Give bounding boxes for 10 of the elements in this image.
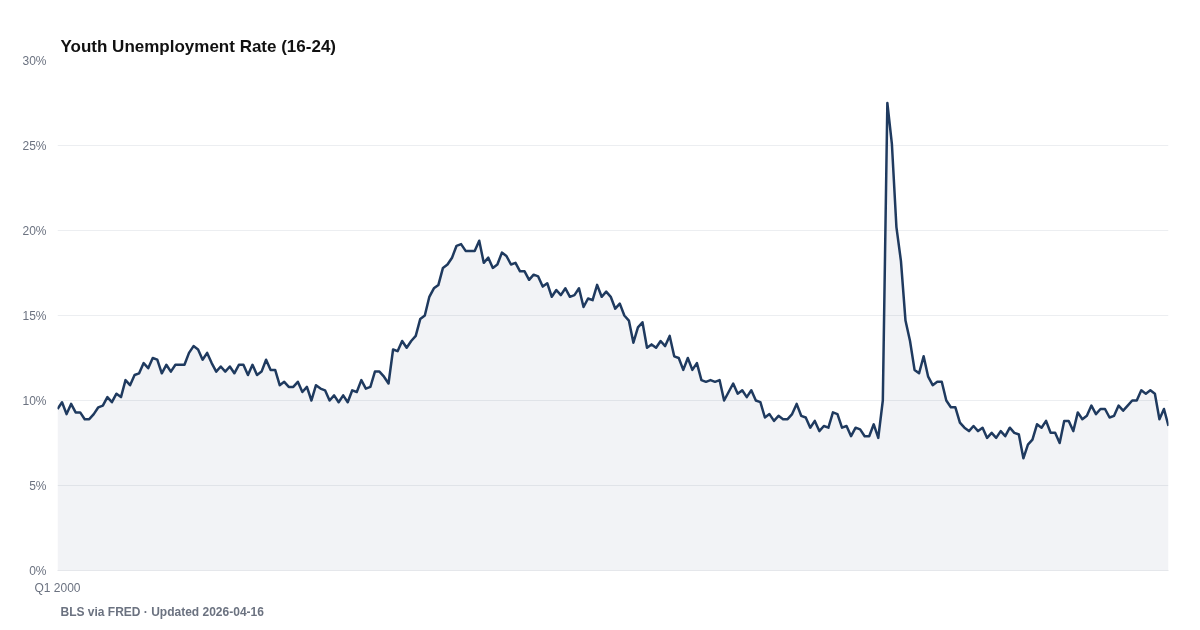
y-tick-label: 10%	[22, 393, 47, 408]
y-tick-label: 30%	[22, 53, 47, 68]
y-tick-label: 0%	[29, 563, 47, 578]
chart-title: Youth Unemployment Rate (16-24)	[60, 36, 337, 56]
y-tick-label: 20%	[22, 223, 47, 238]
y-tick-label: 15%	[22, 308, 47, 323]
text: BLS via FRED · Updated 2026-04-16	[60, 604, 265, 619]
x-tick-label: Q1 2000	[34, 580, 81, 595]
y-tick-label: 5%	[29, 478, 47, 493]
y-tick-label: 25%	[22, 138, 47, 153]
